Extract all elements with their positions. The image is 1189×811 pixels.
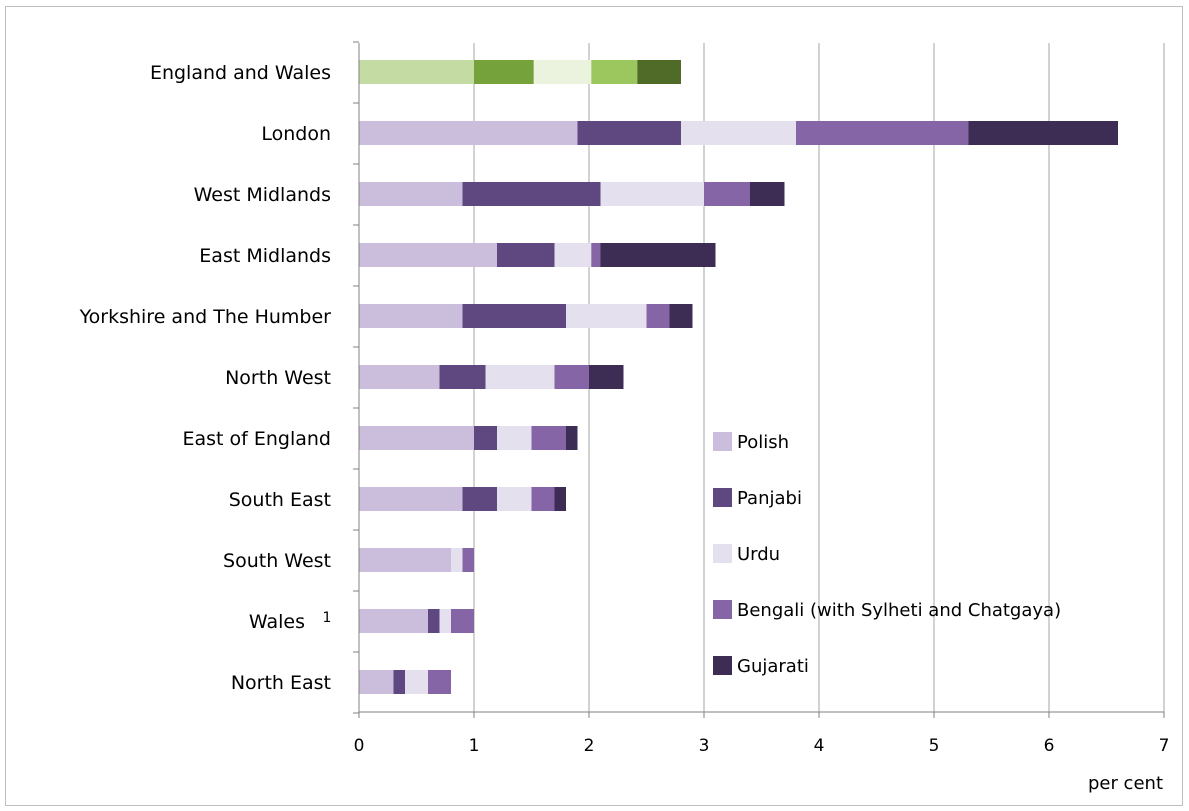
bar-segment: [393, 670, 405, 694]
bar-segment: [600, 243, 716, 267]
bar-segment: [439, 365, 486, 389]
category-superscript: 1: [323, 610, 332, 626]
bar-segment: [669, 304, 693, 328]
category-label: South East: [229, 489, 331, 511]
bar-segment: [462, 304, 566, 328]
x-tick-label: 1: [469, 736, 480, 756]
bar-segment: [681, 121, 796, 145]
bar-segment: [497, 487, 532, 511]
legend-swatch: [713, 656, 732, 675]
bar-segment: [462, 548, 474, 572]
bar-segment: [750, 182, 785, 206]
bar-segment: [451, 609, 474, 633]
bar-segment: [359, 60, 474, 84]
legend-swatch: [713, 544, 732, 563]
bar-segment: [531, 487, 555, 511]
bar-segment: [577, 121, 681, 145]
category-label: North West: [225, 367, 331, 389]
x-tick-label: 2: [584, 736, 595, 756]
bar-segment: [428, 670, 451, 694]
bar-segment: [359, 548, 451, 572]
bar-segment: [451, 548, 463, 572]
legend-swatch: [713, 600, 732, 619]
x-tick-label: 6: [1044, 736, 1055, 756]
category-label: London: [261, 123, 331, 145]
category-label: North East: [231, 672, 331, 694]
category-labels: England and Wales London West Midlands East…: [79, 62, 332, 694]
x-axis-title: per cent: [1088, 773, 1163, 794]
bar-segment: [359, 304, 463, 328]
bar-segment: [359, 243, 497, 267]
category-label: Yorkshire and The Humber: [79, 306, 332, 328]
bar-segment: [359, 365, 440, 389]
bar-segment: [968, 121, 1118, 145]
category-label: South West: [223, 550, 331, 572]
x-tick-label: 0: [354, 736, 365, 756]
bar-segment: [533, 60, 592, 84]
gridlines: [473, 43, 1165, 712]
bar-segment: [589, 365, 624, 389]
x-tick-labels: 0 1 2 3 4 5 6 7: [354, 736, 1170, 756]
bar-segment: [796, 121, 969, 145]
legend-swatch: [713, 488, 732, 507]
x-tick-label: 4: [814, 736, 825, 756]
bar-segment: [554, 487, 566, 511]
category-label: West Midlands: [194, 184, 331, 206]
bar-segment: [462, 487, 497, 511]
x-tick-label: 5: [929, 736, 940, 756]
bar-segment: [497, 243, 555, 267]
legend: Polish Panjabi Urdu Bengali (with Sylheti a…: [713, 432, 1061, 677]
bar-segment: [405, 670, 428, 694]
bar-segment: [359, 426, 474, 450]
bar-segment: [359, 182, 463, 206]
bar-segment: [566, 426, 578, 450]
bar-segment: [359, 609, 428, 633]
bar-segment: [646, 304, 670, 328]
bar-segment: [637, 60, 681, 84]
legend-label: Urdu: [737, 544, 780, 565]
legend-label: Bengali (with Sylheti and Chatgaya): [737, 600, 1061, 621]
bar-segment: [704, 182, 750, 206]
x-tick-label: 7: [1159, 736, 1170, 756]
bar-segment: [600, 182, 704, 206]
axes: [353, 41, 1165, 718]
category-label: East of England: [182, 428, 331, 450]
bar-segment: [474, 426, 497, 450]
bar-segment: [591, 243, 601, 267]
bar-segment: [359, 670, 394, 694]
bar-segment: [439, 609, 451, 633]
category-label: England and Wales: [150, 62, 331, 84]
legend-label: Gujarati: [737, 656, 809, 677]
bar-segment: [359, 487, 463, 511]
bar-segment: [474, 60, 534, 84]
category-label: East Midlands: [199, 245, 331, 267]
bars: [359, 60, 1118, 694]
bar-segment: [554, 243, 592, 267]
bar-segment: [554, 365, 589, 389]
legend-label: Panjabi: [737, 488, 802, 509]
bar-segment: [462, 182, 601, 206]
legend-swatch: [713, 432, 732, 451]
bar-segment: [485, 365, 555, 389]
bar-segment: [566, 304, 647, 328]
legend-label: Polish: [737, 432, 789, 453]
bar-segment: [497, 426, 532, 450]
bar-segment: [428, 609, 440, 633]
category-label: Wales: [249, 611, 305, 633]
bar-segment: [591, 60, 638, 84]
bar-segment: [531, 426, 566, 450]
bar-segment: [359, 121, 578, 145]
x-tick-label: 3: [699, 736, 710, 756]
